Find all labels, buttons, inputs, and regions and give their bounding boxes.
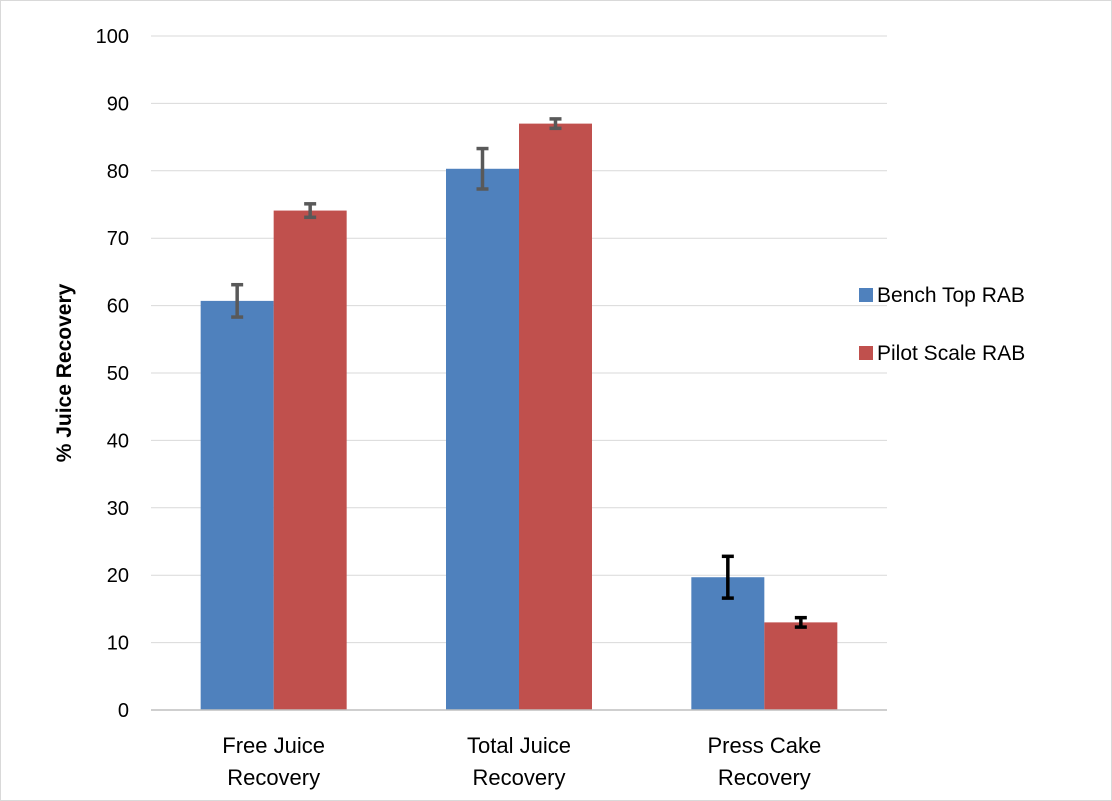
bar — [519, 123, 592, 711]
error-bar — [231, 282, 244, 319]
legend-entry: Bench Top RAB — [859, 284, 1025, 307]
y-tick-label: 20 — [107, 565, 129, 587]
legend-label: Pilot Scale RAB — [877, 342, 1025, 365]
legend-entry: Pilot Scale RAB — [859, 342, 1025, 365]
error-bar — [794, 615, 807, 629]
axes: 0 10 20 30 40 50 60 70 80 90 100 Free Juice Recovery… — [96, 26, 887, 790]
error-bars — [231, 117, 807, 629]
x-tick-label: Total Juice — [467, 733, 571, 758]
y-tick-label: 80 — [107, 161, 129, 183]
y-tick-label: 100 — [96, 26, 129, 48]
x-tick-label: Recovery — [227, 765, 320, 790]
x-tick-label: Press Cake — [707, 733, 821, 758]
y-tick-label: 90 — [107, 93, 129, 115]
bar — [446, 168, 519, 710]
legend-label: Bench Top RAB — [877, 284, 1025, 307]
error-bar — [304, 202, 317, 220]
legend-swatch — [859, 288, 873, 302]
y-tick-label: 40 — [107, 430, 129, 452]
bar — [200, 300, 274, 710]
y-axis-label: % Juice Recovery — [53, 283, 76, 462]
error-bar — [476, 146, 489, 191]
y-tick-label: 50 — [107, 363, 129, 385]
bar — [764, 622, 838, 710]
x-tick-label: Recovery — [473, 765, 566, 790]
legend: Bench Top RAB Pilot Scale RAB — [859, 284, 1025, 365]
bars — [200, 123, 838, 711]
y-tick-label: 70 — [107, 228, 129, 250]
y-tick-label: 30 — [107, 498, 129, 520]
legend-swatch — [859, 346, 873, 360]
bar — [273, 210, 347, 711]
y-tick-label: 10 — [107, 633, 129, 655]
error-bar — [721, 554, 734, 600]
x-tick-label: Free Juice — [222, 733, 325, 758]
y-tick-label: 60 — [107, 296, 129, 318]
y-tick-label: 0 — [118, 700, 129, 722]
x-tick-label: Recovery — [718, 765, 811, 790]
error-bar — [549, 117, 562, 131]
